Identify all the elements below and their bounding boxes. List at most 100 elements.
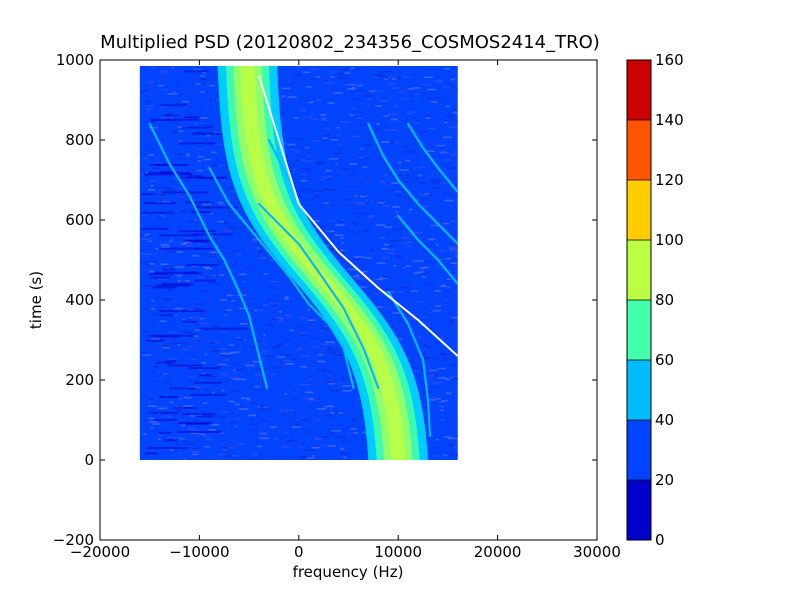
noise-speckle (424, 344, 427, 346)
noise-speckle (277, 290, 280, 293)
noise-speckle (394, 330, 404, 333)
noise-speckle (177, 394, 181, 397)
noise-speckle (210, 456, 220, 459)
noise-speckle (389, 141, 396, 144)
noise-speckle (222, 310, 227, 313)
noise-speckle (175, 307, 183, 310)
noise-speckle (206, 438, 213, 441)
noise-speckle (194, 329, 201, 332)
noise-speckle (394, 190, 402, 193)
noise-speckle (298, 311, 303, 314)
secondary-trace (407, 122, 458, 194)
noise-speckle (349, 163, 358, 165)
noise-band (178, 230, 217, 233)
noise-speckle (327, 185, 332, 188)
noise-speckle (151, 260, 158, 263)
noise-speckle (441, 400, 449, 402)
noise-speckle (413, 272, 420, 275)
noise-speckle (294, 424, 300, 426)
noise-band (165, 360, 177, 363)
noise-speckle (203, 138, 208, 140)
noise-speckle (443, 199, 454, 202)
noise-speckle (306, 363, 309, 366)
noise-speckle (329, 230, 335, 233)
noise-speckle (243, 339, 246, 341)
noise-speckle (316, 161, 325, 164)
noise-speckle (419, 387, 429, 390)
noise-speckle (294, 441, 299, 444)
noise-band (155, 361, 172, 364)
noise-speckle (300, 349, 306, 351)
noise-speckle (381, 257, 391, 259)
noise-speckle (441, 86, 451, 89)
noise-speckle (182, 100, 190, 103)
noise-speckle (352, 128, 358, 131)
noise-speckle (174, 243, 179, 245)
noise-band (194, 247, 214, 250)
noise-speckle (417, 175, 422, 178)
noise-speckle (293, 168, 296, 171)
noise-speckle (255, 368, 266, 371)
noise-speckle (234, 418, 241, 421)
noise-speckle (247, 326, 254, 329)
noise-speckle (200, 290, 208, 292)
noise-speckle (283, 443, 292, 446)
noise-speckle (265, 355, 274, 357)
noise-speckle (217, 201, 224, 204)
noise-band (181, 412, 216, 415)
noise-speckle (330, 139, 338, 141)
noise-speckle (202, 435, 211, 438)
y-tick-label: −200 (53, 531, 94, 549)
noise-speckle (446, 306, 449, 308)
noise-speckle (329, 351, 337, 354)
noise-speckle (193, 219, 197, 221)
noise-speckle (413, 93, 420, 96)
noise-speckle (279, 387, 283, 390)
noise-speckle (402, 237, 407, 240)
noise-speckle (284, 296, 289, 299)
noise-speckle (228, 211, 238, 213)
noise-speckle (340, 249, 345, 251)
noise-speckle (375, 74, 386, 76)
noise-speckle (295, 348, 302, 351)
noise-speckle (153, 161, 162, 164)
noise-speckle (413, 138, 417, 140)
noise-speckle (336, 435, 339, 438)
noise-speckle (281, 295, 284, 297)
noise-speckle (431, 179, 441, 181)
noise-speckle (144, 104, 154, 107)
noise-speckle (265, 375, 274, 378)
noise-band (199, 374, 213, 377)
noise-speckle (244, 303, 248, 306)
noise-speckle (451, 86, 456, 88)
noise-speckle (343, 72, 351, 74)
noise-speckle (450, 434, 455, 436)
noise-speckle (383, 243, 390, 246)
noise-speckle (396, 279, 400, 282)
noise-speckle (142, 354, 152, 356)
noise-speckle (318, 329, 324, 332)
noise-speckle (191, 299, 196, 301)
noise-speckle (364, 157, 371, 159)
noise-band (158, 396, 179, 399)
noise-speckle (208, 238, 218, 241)
noise-speckle (180, 313, 185, 315)
colorbar-segment (627, 60, 651, 120)
noise-speckle (219, 274, 224, 276)
noise-speckle (169, 448, 174, 451)
noise-speckle (317, 94, 321, 97)
noise-speckle (325, 414, 331, 417)
noise-speckle (193, 68, 202, 71)
noise-speckle (284, 353, 292, 356)
noise-speckle (422, 266, 428, 269)
noise-speckle (387, 248, 396, 251)
noise-speckle (422, 307, 427, 309)
noise-speckle (288, 102, 292, 105)
noise-speckle (175, 251, 184, 253)
noise-speckle (391, 78, 397, 80)
noise-speckle (425, 437, 431, 439)
noise-speckle (380, 236, 384, 239)
noise-speckle (421, 83, 432, 86)
noise-speckle (442, 222, 450, 225)
noise-speckle (209, 99, 213, 102)
